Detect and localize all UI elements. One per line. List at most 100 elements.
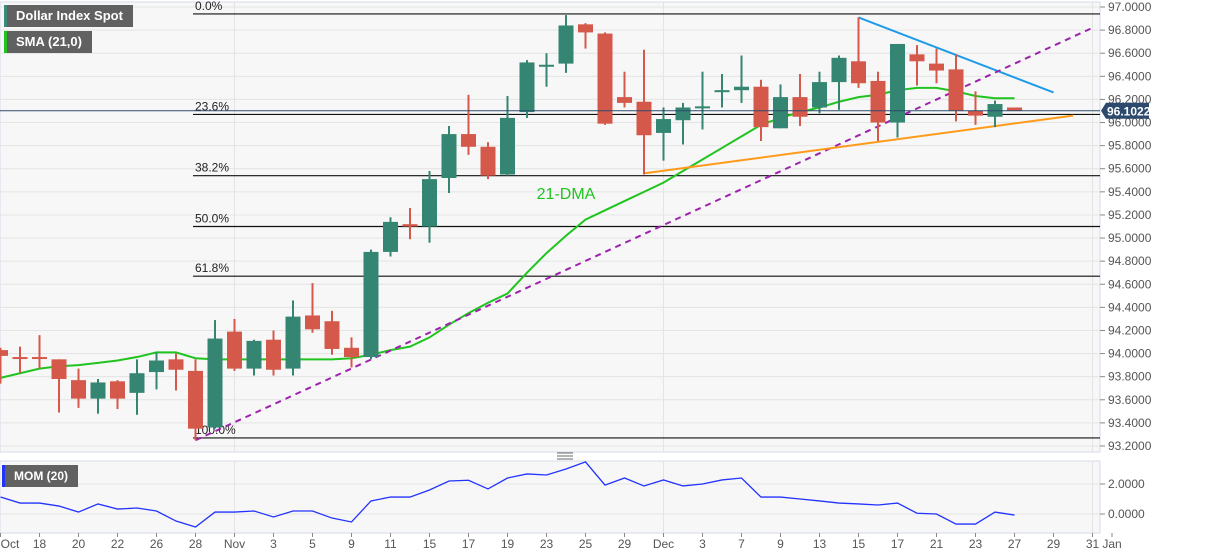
x-tick-label: 20 [72,537,86,551]
x-tick-label: 15 [423,537,437,551]
x-tick-label: 29 [1047,537,1061,551]
legend-sma[interactable]: SMA (21,0) [4,31,92,53]
candle-body [266,339,281,370]
candle-body [129,373,145,393]
candle [0,347,8,384]
y-tick-label: 96.6000 [1108,46,1152,60]
x-tick-label: 28 [189,537,203,551]
candle-body [285,316,301,369]
candle [968,91,983,125]
candle-body [461,134,476,147]
candle-body [227,331,242,369]
candle [188,359,203,441]
candle-body [51,359,67,379]
candle-body [558,25,574,64]
candle [500,95,515,176]
candle [90,378,106,414]
x-tick-label: 23 [540,537,554,551]
y-tick-label: 96.0000 [1108,116,1152,130]
candle-body [1007,107,1022,111]
candle [12,346,28,374]
candle-body [344,347,359,358]
candle-body [246,340,262,369]
candle [110,380,125,410]
y-tick-label: 96.8000 [1108,23,1152,37]
candle-body [675,107,691,121]
fibonacci-label: 61.8% [195,261,229,275]
candle [558,15,574,73]
candle-body [32,357,47,360]
candle [402,208,418,240]
candle [734,55,749,103]
candle-body [383,221,398,252]
candle [617,71,632,108]
candle [246,339,262,376]
candle-body [324,321,340,349]
candle-body [168,359,184,370]
x-tick-label: 23 [969,537,983,551]
candle-body [617,97,632,103]
x-tick-label: 18 [33,537,47,551]
y-tick-label: 95.0000 [1108,231,1152,245]
candle [636,49,652,175]
candle [773,84,788,129]
candle-body [812,82,827,108]
mom-y-tick-label: 0.0000 [1108,507,1145,521]
mom-plot-area [0,460,1101,534]
fibonacci-label: 50.0% [195,212,229,226]
candle-body [870,80,886,123]
x-tick-label: Dec [653,537,674,551]
candle [909,45,925,86]
y-tick-label: 94.4000 [1108,300,1152,314]
y-tick-label: 93.8000 [1108,370,1152,384]
candle [948,54,964,122]
candle-body [480,146,496,176]
candle-body [792,97,808,117]
y-tick-label: 95.2000 [1108,208,1152,222]
x-tick-label: 27 [1008,537,1022,551]
candle [71,368,86,408]
candle [441,125,457,193]
fibonacci-label: 38.2% [195,161,229,175]
x-tick-label: 13 [813,537,827,551]
sma-annotation: 21-DMA [537,186,596,203]
y-tick-label: 93.4000 [1108,416,1152,430]
legend-dollar-index-spot[interactable]: Dollar Index Spot [4,5,133,27]
y-tick-label: 96.4000 [1108,69,1152,83]
candle [305,283,320,333]
fibonacci-label: 0.0% [195,0,223,13]
trendline [643,114,1074,175]
candle-body [851,61,866,84]
candle [851,17,866,88]
candle [168,353,184,391]
legend-mom[interactable]: MOM (20) [2,465,78,487]
x-tick-label: 17 [891,537,905,551]
candle-body [831,57,847,83]
fibonacci-label: 23.6% [195,99,229,113]
legend-label: Dollar Index Spot [16,8,123,23]
candle-body [714,90,730,93]
candle [597,32,613,125]
candle-body [110,381,125,399]
candle-body [363,251,379,358]
candle [929,48,944,84]
candle [344,337,359,368]
candle-body [441,134,457,178]
candle-body [422,179,437,227]
candle [422,171,437,243]
mom-y-tick-label: 2.0000 [1108,477,1145,491]
x-tick-label: 17 [462,537,476,551]
x-tick-label: 21 [930,537,944,551]
candle-body [207,338,223,428]
candle-body [656,119,671,133]
y-tick-label: 94.2000 [1108,323,1152,337]
y-tick-label: 94.6000 [1108,277,1152,291]
x-tick-label: 9 [777,537,784,551]
y-tick-label: 94.0000 [1108,347,1152,361]
candle [812,71,827,114]
last-price-badge [1101,102,1149,119]
candle [656,107,671,161]
candle-body [149,360,164,373]
legend-label: MOM (20) [14,469,68,483]
